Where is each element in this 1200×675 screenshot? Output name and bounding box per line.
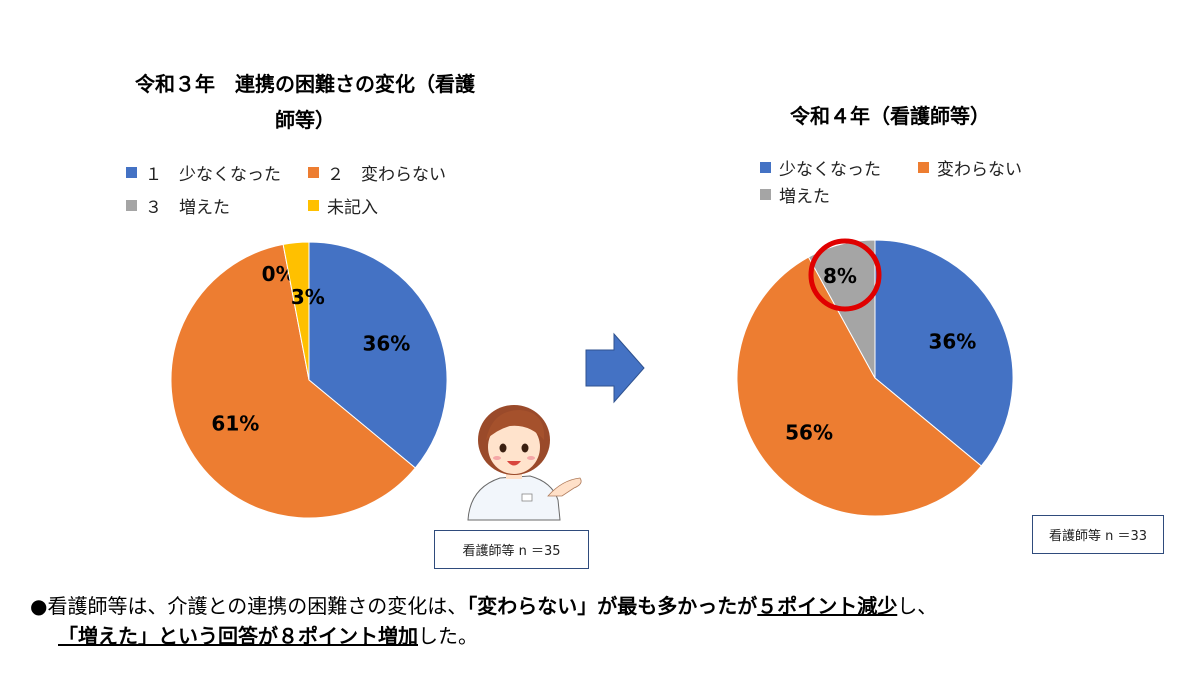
pie-slice	[874, 239, 1014, 467]
summary-segment: 「変わらない」が最も多かったが	[467, 594, 758, 618]
data-label: 56%	[785, 421, 833, 445]
legend-swatch	[918, 162, 929, 173]
nurse-illustration	[467, 405, 582, 521]
pie-chart-reiwa4: 36% 56% 8%	[736, 239, 1014, 517]
summary-segment: した。	[418, 624, 478, 648]
chart1-title-line2: 師等）	[275, 108, 335, 132]
chart2-title: 令和４年（看護師等）	[790, 104, 990, 128]
arrow-right-icon	[585, 332, 645, 404]
legend-item: 未記入	[308, 193, 378, 218]
summary-segment: ●看護師等は、介護との連携の困難さの変化は、	[30, 594, 468, 618]
legend-label: 増えた	[779, 187, 830, 207]
sample-size-box-reiwa3: 看護師等 n ＝35	[434, 530, 589, 569]
pie-slice	[308, 241, 448, 469]
summary-segment: 「増えた」という回答が８ポイント増加	[58, 624, 418, 648]
sample-size-label: 看護師等 n ＝33	[1048, 529, 1148, 544]
summary-segment: し、	[897, 594, 938, 618]
sample-size-label: 看護師等 n ＝35	[462, 544, 561, 559]
legend-item: ３ 増えた	[126, 193, 230, 218]
summary-segment: ５ポイント減少	[757, 594, 898, 618]
legend-swatch	[126, 200, 137, 211]
data-label: 8%	[823, 264, 857, 288]
pie-slice	[282, 241, 310, 381]
highlight-circle	[808, 238, 882, 312]
legend-item: １ 少なくなった	[126, 160, 281, 185]
data-label: 61%	[211, 412, 259, 436]
chart1-title: 令和３年 連携の困難さの変化（看護 師等）	[70, 66, 540, 138]
legend-item: 変わらない	[918, 155, 1022, 180]
pie-chart-reiwa3: 36%61%0%3%	[170, 241, 448, 519]
data-label: 36%	[928, 330, 976, 354]
data-label: 36%	[362, 332, 410, 356]
legend-swatch	[760, 189, 771, 200]
legend-item: 増えた	[760, 182, 830, 207]
data-label: 3%	[291, 285, 325, 309]
legend-label: 未記入	[327, 198, 378, 218]
legend-swatch	[760, 162, 771, 173]
legend-item: ２ 変わらない	[308, 160, 446, 185]
legend-swatch	[308, 167, 319, 178]
legend-label: １ 少なくなった	[145, 165, 281, 185]
legend-label: ３ 増えた	[145, 198, 230, 218]
legend-item: 少なくなった	[760, 155, 881, 180]
chart1-title-line1: 令和３年 連携の困難さの変化（看護	[135, 72, 475, 96]
legend-label: 少なくなった	[779, 160, 881, 180]
summary-line-2: 「増えた」という回答が８ポイント増加した。	[58, 620, 478, 649]
sample-size-box-reiwa4: 看護師等 n ＝33	[1032, 515, 1164, 554]
legend-swatch	[308, 200, 319, 211]
legend-label: 変わらない	[937, 160, 1022, 180]
legend-label: ２ 変わらない	[327, 165, 446, 185]
summary-line-1: ●看護師等は、介護との連携の困難さの変化は、「変わらない」が最も多かったが５ポイ…	[30, 590, 937, 619]
pie-slice	[170, 243, 417, 519]
pie-slice	[736, 256, 983, 517]
legend-swatch	[126, 167, 137, 178]
